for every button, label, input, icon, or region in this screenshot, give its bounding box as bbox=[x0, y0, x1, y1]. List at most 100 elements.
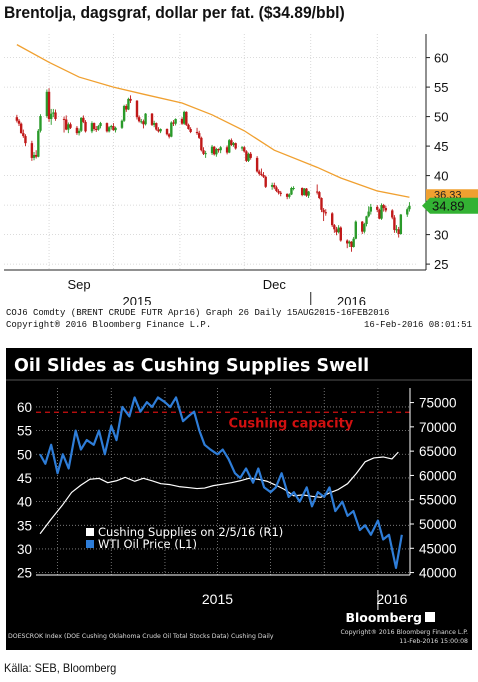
brent-candlestick-chart: 2530354045505560SepDec20152016 36.3334.8… bbox=[4, 34, 478, 305]
chart2-right-tick-label: 50000 bbox=[419, 517, 457, 532]
candle bbox=[300, 187, 304, 197]
candle bbox=[305, 187, 308, 197]
candle bbox=[215, 147, 218, 157]
candle bbox=[167, 133, 171, 139]
candle bbox=[277, 189, 280, 195]
candle bbox=[270, 182, 274, 190]
candle bbox=[172, 120, 175, 127]
candle bbox=[105, 122, 109, 133]
candle bbox=[125, 104, 128, 112]
candle bbox=[330, 212, 334, 227]
candle bbox=[350, 241, 353, 252]
chart2-left-tick-label: 25 bbox=[17, 566, 32, 581]
candle bbox=[82, 115, 85, 124]
chart2-footer: Bloomberg DOESCROK Index (DOE Cushing Okl… bbox=[8, 610, 468, 645]
candle bbox=[324, 209, 327, 216]
candle bbox=[230, 138, 233, 147]
candle bbox=[157, 127, 160, 133]
chart1-ytick-label: 50 bbox=[434, 110, 448, 125]
chart1-ytick-label: 25 bbox=[434, 257, 448, 272]
candle bbox=[22, 129, 25, 138]
chart2-xtick-label: 2016 bbox=[376, 591, 407, 607]
candle bbox=[112, 123, 115, 131]
candle bbox=[80, 117, 83, 132]
wti-price-line bbox=[39, 396, 403, 569]
candle bbox=[135, 100, 139, 120]
candle bbox=[378, 208, 381, 220]
chart2-legend-label: WTI Oil Price (L1) bbox=[98, 537, 197, 551]
candle bbox=[75, 126, 79, 135]
candle bbox=[399, 213, 403, 235]
chart1-moving-average-line bbox=[16, 44, 410, 198]
candle bbox=[122, 104, 126, 122]
candle bbox=[406, 207, 409, 217]
candle bbox=[380, 203, 383, 220]
chart2-right-tick-label: 75000 bbox=[419, 396, 457, 411]
candle bbox=[180, 117, 184, 125]
chart2-lines bbox=[39, 396, 403, 569]
chart2-xtick-label: 2015 bbox=[202, 591, 233, 607]
candle bbox=[273, 182, 276, 190]
candle bbox=[92, 122, 96, 131]
candle bbox=[285, 193, 289, 200]
candle bbox=[367, 206, 370, 218]
candle bbox=[255, 156, 259, 173]
candle bbox=[62, 116, 66, 133]
candle bbox=[232, 141, 235, 147]
chart1-ytick-label: 30 bbox=[434, 228, 448, 243]
candle bbox=[185, 111, 188, 127]
candle bbox=[110, 124, 113, 130]
chart1-xtick-label: Sep bbox=[68, 277, 91, 292]
candle bbox=[127, 97, 130, 111]
chart2-left-tick-label: 60 bbox=[17, 400, 32, 415]
candle bbox=[288, 193, 291, 199]
chart2-grid bbox=[36, 388, 410, 575]
candle bbox=[361, 221, 364, 235]
chart2-right-tick-label: 55000 bbox=[419, 493, 457, 508]
chart2-axes: 25 30 35 40 45 50 55 60 40000 45000 50000 55000 6000… bbox=[17, 388, 457, 610]
candle bbox=[174, 118, 177, 126]
chart2-left-tick-label: 55 bbox=[17, 424, 32, 439]
candle bbox=[247, 152, 250, 163]
cushing-supplies-line bbox=[39, 451, 399, 535]
candle bbox=[47, 88, 51, 122]
chart1-meta-copyright: Copyright® 2016 Bloomberg Finance L.P. bbox=[6, 320, 212, 330]
cushing-wti-chart: Oil Slides as Cushing Supplies Swell 25 3… bbox=[6, 348, 472, 650]
candle bbox=[217, 148, 220, 153]
candle bbox=[397, 226, 400, 238]
candle bbox=[376, 205, 379, 213]
candle bbox=[152, 120, 156, 128]
candle bbox=[95, 126, 98, 132]
candle bbox=[19, 122, 23, 134]
chart2-footer-copyright: Copyright® 2016 Bloomberg Finance L.P. bbox=[340, 628, 468, 636]
candle bbox=[213, 146, 216, 156]
candle bbox=[195, 127, 199, 135]
chart2-right-tick-label: 45000 bbox=[419, 541, 457, 556]
chart1-meta: COJ6 Comdty (BRENT CRUDE FUTR Apr16) Gra… bbox=[6, 307, 472, 331]
candle bbox=[234, 142, 237, 150]
candle bbox=[67, 122, 70, 134]
candle bbox=[348, 240, 351, 247]
candle bbox=[303, 187, 306, 196]
candle bbox=[15, 114, 19, 123]
candle bbox=[37, 128, 40, 158]
candle bbox=[39, 114, 42, 133]
candle bbox=[245, 150, 248, 163]
candle bbox=[120, 119, 124, 129]
chart2-footer-left: DOESCROK Index (DOE Cushing Oklahoma Cru… bbox=[8, 633, 274, 640]
chart2-legend: Cushing Supplies on 2/5/16 (R1)WTI Oil P… bbox=[86, 525, 283, 551]
chart1-xtick-label: 2016 bbox=[337, 294, 366, 305]
candle bbox=[32, 152, 36, 161]
candle bbox=[34, 150, 38, 159]
chart1-xtick-label: 2015 bbox=[123, 294, 152, 305]
chart2-left-tick-label: 45 bbox=[17, 471, 32, 486]
candle bbox=[346, 239, 349, 249]
candle bbox=[395, 225, 398, 233]
candle bbox=[155, 122, 158, 131]
chart2-legend-swatch bbox=[86, 528, 94, 536]
chart1-meta-line1: COJ6 Comdty (BRENT CRUDE FUTR Apr16) Gra… bbox=[6, 308, 390, 318]
chart1-ma-tag bbox=[426, 189, 478, 201]
chart2-capacity-label: Cushing capacity bbox=[229, 416, 354, 431]
candle bbox=[260, 168, 263, 177]
